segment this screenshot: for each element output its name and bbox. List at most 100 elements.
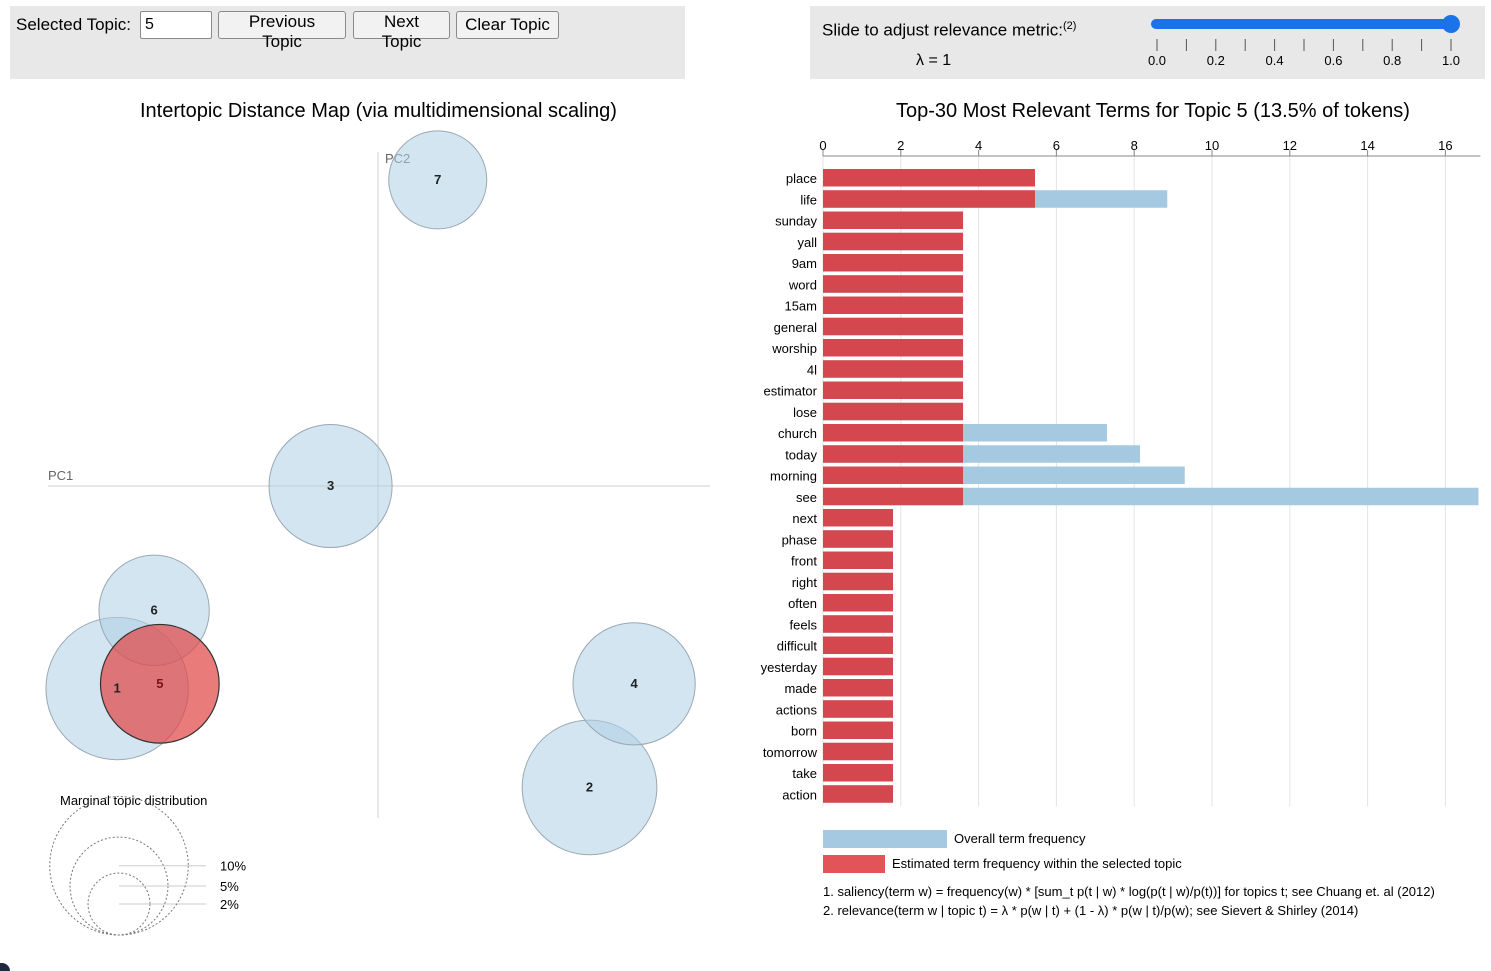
term-label: lose: [793, 405, 817, 420]
topic-frequency-bar: [823, 572, 894, 591]
marginal-size-label: 10%: [220, 859, 246, 874]
term-label: front: [791, 554, 817, 569]
topic-circle-3[interactable]: [268, 423, 393, 549]
topic-label-1: 1: [114, 681, 121, 696]
topic-frequency-bar: [823, 254, 964, 272]
topic-frequency-bar: [823, 169, 1036, 187]
topic-frequency-bar: [823, 700, 894, 718]
term-label: 4l: [807, 362, 817, 377]
x-tick-label: 14: [1360, 138, 1374, 153]
topic-frequency-bar: [823, 551, 894, 569]
pc1-axis-label: PC1: [48, 468, 73, 483]
x-tick-label: 6: [1053, 138, 1060, 153]
topic-label-2: 2: [586, 779, 593, 794]
term-label: action: [782, 787, 817, 802]
x-tick-label: 16: [1438, 138, 1452, 153]
window-corner: [0, 963, 10, 971]
topic-frequency-bar: [823, 402, 964, 421]
topic-frequency-bar: [823, 594, 894, 612]
slider-tick-label: 1.0: [1442, 53, 1460, 68]
topic-frequency-bar: [823, 232, 964, 251]
overall-frequency-bar: [823, 487, 1479, 506]
topic-frequency-bar: [823, 424, 964, 442]
relevance-slider[interactable]: 0.0 0.2 0.4 0.6 0.8 1.0: [1140, 6, 1470, 76]
term-label: see: [796, 490, 817, 505]
term-label: take: [792, 766, 817, 781]
x-tick-label: 2: [897, 138, 904, 153]
x-tick-label: 8: [1131, 138, 1138, 153]
term-label: 15am: [784, 299, 817, 314]
topic-frequency-bar: [823, 636, 894, 654]
relevance-control-panel: Slide to adjust relevance metric:(2) λ =…: [810, 6, 1485, 79]
slider-fill: [1151, 19, 1451, 29]
topic-frequency-bar: [823, 785, 894, 803]
intertopic-distance-map: PC1PC21234567Marginal topic distribution…: [45, 130, 710, 936]
term-label: church: [778, 426, 817, 441]
footnote-2: 2. relevance(term w | topic t) = λ * p(w…: [823, 903, 1358, 918]
legend-swatch-topic: [823, 855, 885, 873]
term-label: next: [792, 511, 817, 526]
term-label: sunday: [775, 214, 817, 229]
term-label: born: [791, 724, 817, 739]
topic-frequency-bar: [823, 190, 1036, 208]
term-label: yall: [797, 235, 817, 250]
slider-handle[interactable]: [1442, 15, 1460, 33]
term-label: feels: [790, 617, 818, 632]
topic-frequency-bar: [823, 211, 964, 229]
topic-frequency-bar: [823, 764, 894, 782]
slider-tick-label: 0.2: [1207, 53, 1225, 68]
topic-circle-5[interactable]: [99, 623, 220, 744]
topic-frequency-bar: [823, 615, 894, 633]
slider-tick-label: 0.4: [1266, 53, 1284, 68]
bar-chart-title: Top-30 Most Relevant Terms for Topic 5 (…: [896, 100, 1410, 122]
topic-frequency-bar: [823, 381, 964, 399]
term-label: estimator: [764, 384, 818, 399]
term-label: tomorrow: [763, 745, 818, 760]
x-tick-label: 0: [819, 138, 826, 153]
topic-frequency-bar: [823, 360, 964, 378]
slider-tick-label: 0.8: [1383, 53, 1401, 68]
term-label: difficult: [777, 639, 818, 654]
topic-frequency-bar: [823, 679, 894, 697]
topic-label-6: 6: [151, 602, 158, 617]
x-tick-label: 10: [1205, 138, 1219, 153]
lambda-value-text: λ = 1: [916, 52, 952, 69]
term-label: yesterday: [761, 660, 818, 675]
legend-swatch-overall: [823, 830, 947, 848]
term-label: phase: [782, 532, 817, 547]
term-label: right: [792, 575, 818, 590]
topic-frequency-bar: [823, 445, 964, 463]
marginal-size-label: 5%: [220, 879, 239, 894]
distance-map-title: Intertopic Distance Map (via multidimens…: [140, 100, 617, 122]
previous-topic-button[interactable]: Previous Topic: [218, 11, 346, 51]
topic-frequency-bar: [823, 317, 964, 336]
topic-frequency-bar: [823, 530, 894, 548]
topic-frequency-bar: [823, 487, 964, 506]
term-label: life: [800, 192, 817, 207]
topic-circle-7[interactable]: [388, 130, 488, 230]
next-topic-button[interactable]: Next Topic: [353, 11, 450, 51]
footnote-1: 1. saliency(term w) = frequency(w) * [su…: [823, 884, 1435, 899]
x-tick-label: 12: [1283, 138, 1297, 153]
legend-label-topic: Estimated term frequency within the sele…: [892, 856, 1182, 871]
topic-frequency-bar: [823, 509, 894, 527]
term-label: worship: [771, 341, 817, 356]
topic-frequency-bar: [823, 275, 964, 293]
term-bar-chart: 0 2 4 6 8 10 12 14 16 place life sunday yall 9am word 1…: [761, 138, 1481, 918]
x-tick-label: 4: [975, 138, 982, 153]
topic-label-7: 7: [434, 172, 441, 187]
slider-label-text: Slide to adjust relevance metric:: [822, 20, 1063, 40]
clear-topic-button[interactable]: Clear Topic: [456, 11, 559, 39]
marginal-distribution-title: Marginal topic distribution: [60, 793, 207, 808]
topic-frequency-bar: [823, 466, 964, 484]
term-label: 9am: [792, 256, 817, 271]
topic-label-3: 3: [327, 478, 334, 493]
topic-frequency-bar: [823, 742, 894, 761]
slider-tick-label: 0.6: [1324, 53, 1342, 68]
slider-tick-label: 0.0: [1148, 53, 1166, 68]
term-label: word: [788, 277, 817, 292]
topic-circle-4[interactable]: [572, 622, 696, 746]
topic-frequency-bar: [823, 339, 964, 357]
selected-topic-input[interactable]: [140, 11, 212, 39]
topic-label-5: 5: [156, 676, 163, 691]
